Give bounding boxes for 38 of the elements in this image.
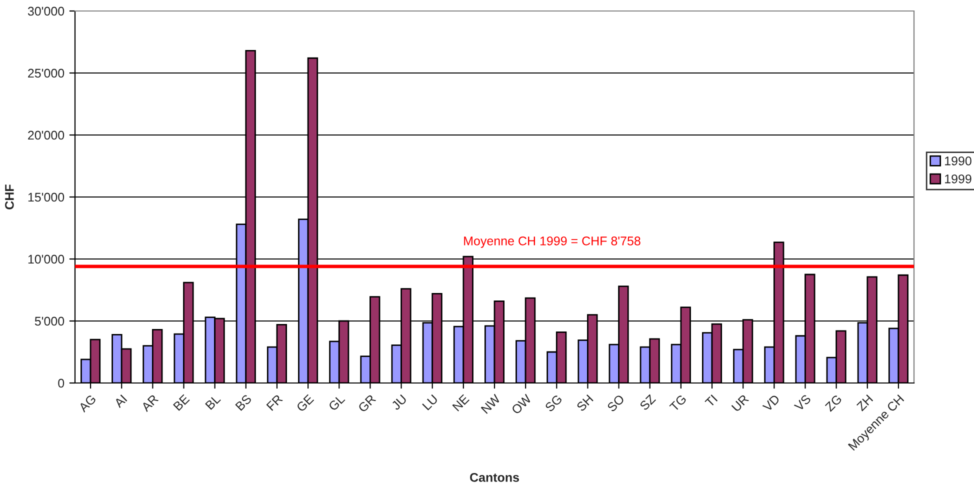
x-tick-label: TG xyxy=(669,394,687,412)
y-tick-label: 10'000 xyxy=(28,254,64,264)
x-tick-label: AR xyxy=(140,394,159,412)
x-tick-label: SG xyxy=(544,394,562,412)
x-tick-label: VS xyxy=(794,394,812,412)
x-tick-label: ZH xyxy=(856,394,874,412)
x-tick-label: TI xyxy=(704,394,718,408)
y-tick-label: 25'000 xyxy=(28,68,64,78)
x-tick-label: BS xyxy=(235,394,252,411)
x-tick-label: ZG xyxy=(824,394,842,412)
x-tick-label: BE xyxy=(173,394,190,411)
x-tick-label: AI xyxy=(114,394,128,408)
x-tick-label: UR xyxy=(731,394,750,412)
x-tick-label: JU xyxy=(390,394,408,411)
x-tick-label: FR xyxy=(266,394,283,411)
y-tick-label: 15'000 xyxy=(28,192,64,202)
y-tick-label: 5'000 xyxy=(34,316,64,326)
x-tick-label: GL xyxy=(328,394,346,412)
x-tick-label: LU xyxy=(422,394,438,410)
y-tick-label: 0 xyxy=(58,378,64,388)
legend-label: 1990 xyxy=(945,156,972,166)
x-tick-label: AG xyxy=(78,394,96,413)
x-tick-label: NW xyxy=(480,394,501,414)
x-tick-label: VD xyxy=(762,394,780,412)
x-axis-title: Cantons xyxy=(470,473,519,482)
x-tick-label: SH xyxy=(576,394,594,412)
legend-label: 1999 xyxy=(945,174,972,184)
x-tick-label: BL xyxy=(205,394,221,410)
y-tick-label: 20'000 xyxy=(28,130,64,140)
y-axis-title: CHF xyxy=(5,184,14,210)
x-tick-label: SO xyxy=(606,394,625,412)
x-tick-label: NE xyxy=(452,394,470,412)
x-tick-label: OW xyxy=(511,394,532,415)
x-tick-label: SZ xyxy=(639,394,656,411)
y-tick-label: 30'000 xyxy=(28,6,64,16)
x-tick-label: GR xyxy=(358,394,376,413)
x-tick-label: GE xyxy=(296,394,314,412)
ref-line-label: Moyenne CH 1999 = CHF 8'758 xyxy=(464,236,640,248)
